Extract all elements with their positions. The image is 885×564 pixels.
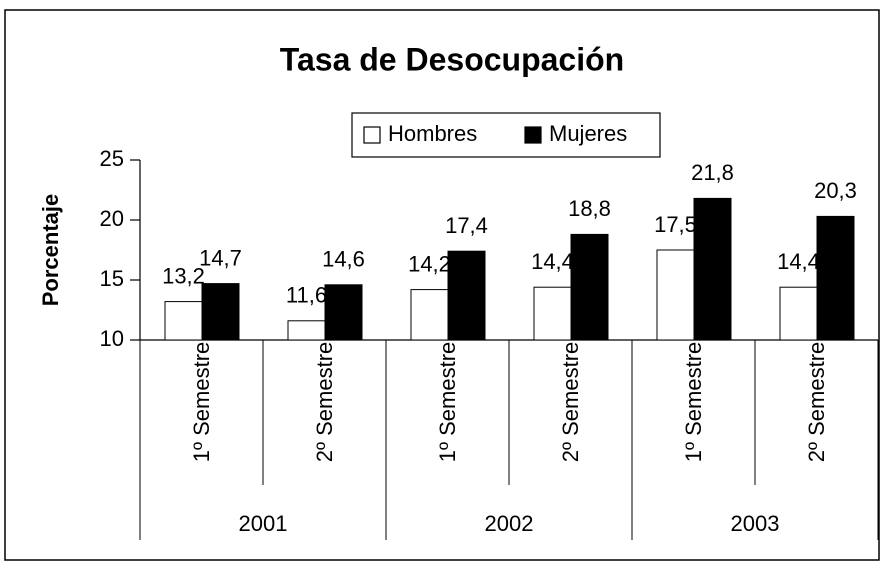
value-label: 14,4 — [777, 249, 820, 274]
legend-label: Hombres — [388, 121, 477, 146]
y-tick-label: 15 — [100, 266, 124, 291]
legend-swatch — [363, 126, 381, 144]
bar — [533, 286, 572, 341]
value-label: 21,8 — [691, 160, 734, 185]
y-tick-label: 10 — [100, 326, 124, 351]
value-label: 14,7 — [199, 245, 242, 270]
value-label: 14,4 — [531, 249, 574, 274]
value-label: 14,6 — [322, 247, 365, 272]
x-tick-label: 2º Semestre — [311, 341, 337, 463]
x-tick-label: 1º Semestre — [680, 341, 706, 463]
bar — [164, 301, 203, 341]
x-tick-label: 2º Semestre — [557, 341, 583, 463]
y-tick-label: 25 — [100, 146, 124, 171]
legend-swatch — [524, 126, 542, 144]
value-label: 14,2 — [408, 251, 451, 276]
bar — [201, 283, 240, 341]
group-label: 2002 — [485, 511, 534, 536]
bar — [410, 289, 449, 341]
bar — [779, 286, 818, 341]
value-label: 20,3 — [814, 178, 857, 203]
bar — [656, 249, 695, 341]
y-axis-label: Porcentaje — [38, 194, 63, 307]
x-tick-label: 2º Semestre — [803, 341, 829, 463]
x-tick-label: 1º Semestre — [188, 341, 214, 463]
bar — [693, 197, 732, 341]
value-label: 13,2 — [162, 263, 205, 288]
bar — [324, 284, 363, 341]
x-tick-label: 1º Semestre — [434, 341, 460, 463]
frame — [4, 9, 880, 561]
group-label: 2003 — [731, 511, 780, 536]
legend-label: Mujeres — [549, 121, 627, 146]
bar — [570, 233, 609, 341]
value-label: 17,5 — [654, 212, 697, 237]
chart-title: Tasa de Desocupación — [280, 41, 624, 77]
value-label: 11,6 — [286, 283, 327, 308]
value-label: 17,4 — [445, 213, 488, 238]
value-label: 18,8 — [568, 196, 611, 221]
group-label: 2001 — [239, 511, 288, 536]
bar — [447, 250, 486, 341]
legend-box — [351, 112, 661, 158]
bar — [816, 215, 855, 341]
y-tick-label: 20 — [100, 206, 124, 231]
